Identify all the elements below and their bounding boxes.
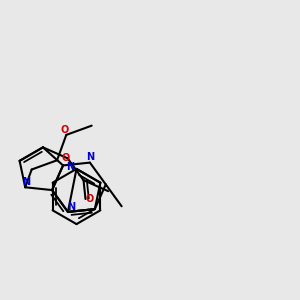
Text: N: N: [86, 152, 94, 162]
Text: O: O: [86, 194, 94, 204]
Text: N: N: [66, 161, 74, 172]
Text: O: O: [61, 124, 69, 134]
Text: N: N: [22, 177, 30, 187]
Text: O: O: [61, 153, 69, 163]
Text: N: N: [68, 202, 76, 212]
